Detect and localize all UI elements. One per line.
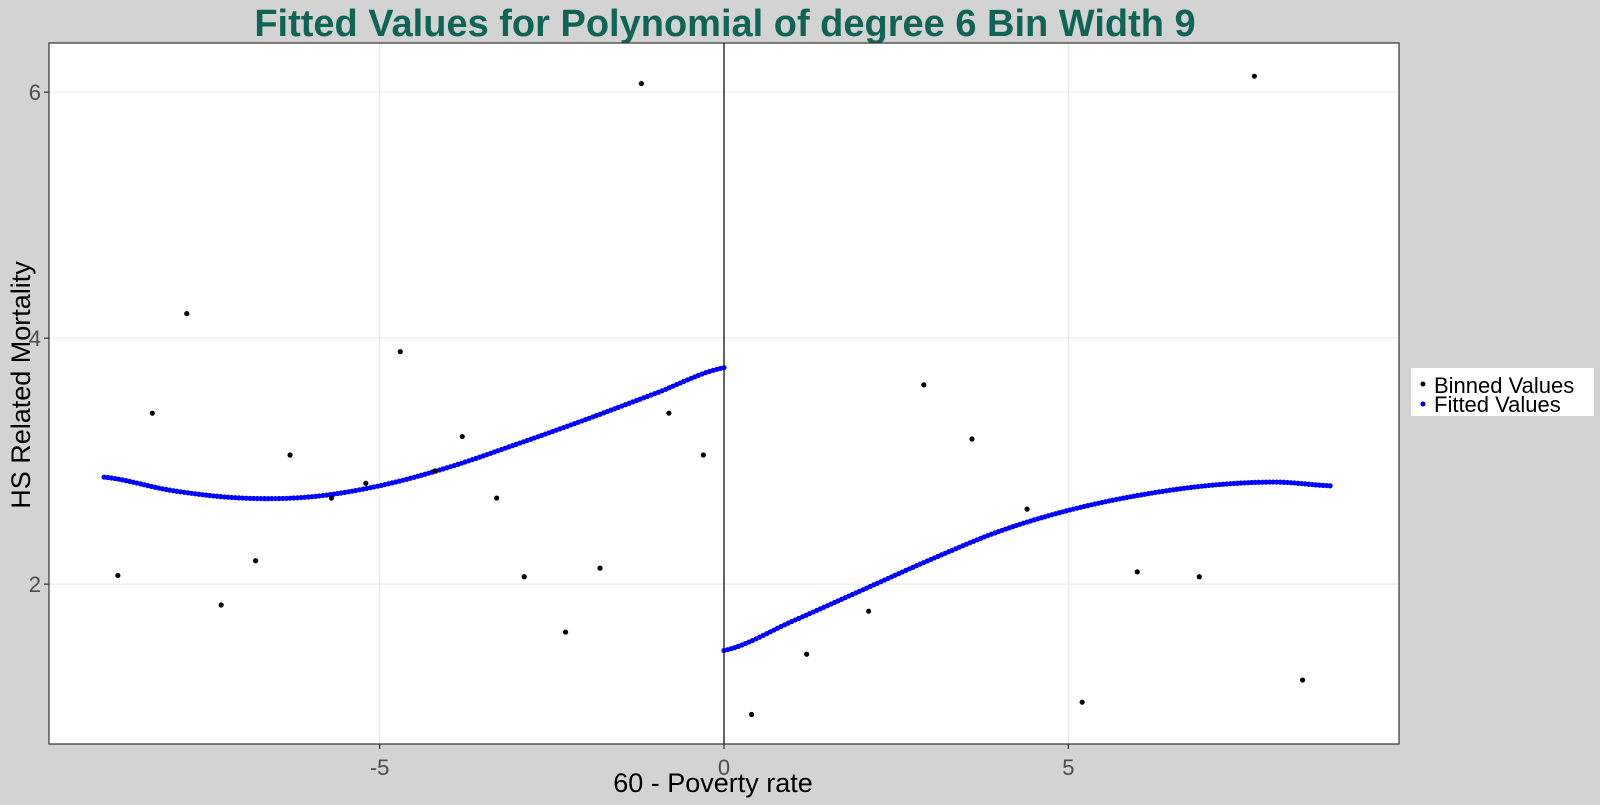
- fitted-point: [251, 495, 257, 502]
- x-tick-label: 5: [1062, 755, 1074, 780]
- legend-fitted-label: Fitted Values: [1434, 392, 1561, 417]
- x-axis-title: 60 - Poverty rate: [613, 768, 813, 798]
- binned-point: [1251, 73, 1257, 79]
- fitted-point: [1270, 479, 1276, 485]
- binned-point: [494, 495, 500, 501]
- fitted-point: [258, 495, 264, 502]
- y-tick-label: 6: [29, 80, 41, 105]
- binned-point: [287, 452, 293, 458]
- binned-point: [1134, 569, 1140, 575]
- x-tick-label: 0: [718, 755, 730, 780]
- binned-point: [328, 495, 334, 501]
- binned-point: [1079, 699, 1085, 705]
- x-axis-ticks: -5 0 5: [370, 744, 1075, 780]
- legend-fitted-marker: [1420, 401, 1426, 407]
- fitted-point: [269, 496, 275, 502]
- fitted-point: [283, 495, 290, 501]
- fitted-point: [287, 495, 293, 501]
- fitted-point: [247, 495, 253, 501]
- y-tick-label: 2: [29, 572, 41, 597]
- binned-point: [969, 436, 975, 442]
- fitted-point: [265, 496, 271, 502]
- y-axis-title: HS Related Mortality: [6, 261, 36, 509]
- binned-point: [459, 433, 465, 440]
- binned-point: [700, 452, 706, 458]
- binned-point: [149, 410, 155, 416]
- fitted-point: [276, 495, 282, 502]
- binned-point: [1196, 574, 1202, 580]
- binned-point: [638, 80, 644, 87]
- binned-point: [562, 629, 569, 635]
- binned-point: [597, 565, 603, 571]
- fitted-point: [243, 495, 249, 501]
- legend-binned-label: Binned Values: [1434, 373, 1574, 398]
- binned-point: [804, 651, 810, 657]
- binned-point: [218, 602, 224, 608]
- legend-box: [1411, 368, 1594, 416]
- fitted-point: [721, 365, 727, 371]
- binned-point: [397, 349, 403, 355]
- legend: Binned Values Fitted Values: [1411, 368, 1594, 417]
- binned-point: [115, 572, 121, 579]
- chart-title: Fitted Values for Polynomial of degree 6…: [254, 3, 1195, 45]
- binned-point: [1299, 677, 1306, 683]
- x-tick-label: -5: [370, 755, 390, 780]
- binned-point: [1024, 506, 1030, 512]
- y-axis-ticks: 2 4 6: [29, 80, 49, 597]
- fitted-point: [240, 495, 246, 501]
- binned-values-series: [115, 73, 1306, 718]
- binned-point: [666, 410, 672, 416]
- legend-binned-marker: [1420, 381, 1426, 387]
- fitted-point: [1327, 483, 1333, 489]
- binned-point: [363, 480, 369, 486]
- fitted-point: [1266, 479, 1273, 485]
- binned-point: [184, 310, 190, 317]
- binned-point: [921, 382, 927, 388]
- fitted-point: [261, 496, 268, 502]
- binned-point: [521, 574, 527, 580]
- fitted-values-series: [101, 365, 1333, 654]
- fitted-point: [272, 495, 279, 502]
- binned-point: [253, 558, 259, 564]
- fitted-point: [254, 495, 260, 502]
- binned-point: [866, 608, 872, 614]
- fitted-point: [280, 495, 286, 502]
- y-tick-label: 4: [29, 326, 41, 351]
- binned-point: [748, 711, 755, 718]
- fitted-point: [236, 495, 242, 501]
- binned-point: [432, 468, 438, 474]
